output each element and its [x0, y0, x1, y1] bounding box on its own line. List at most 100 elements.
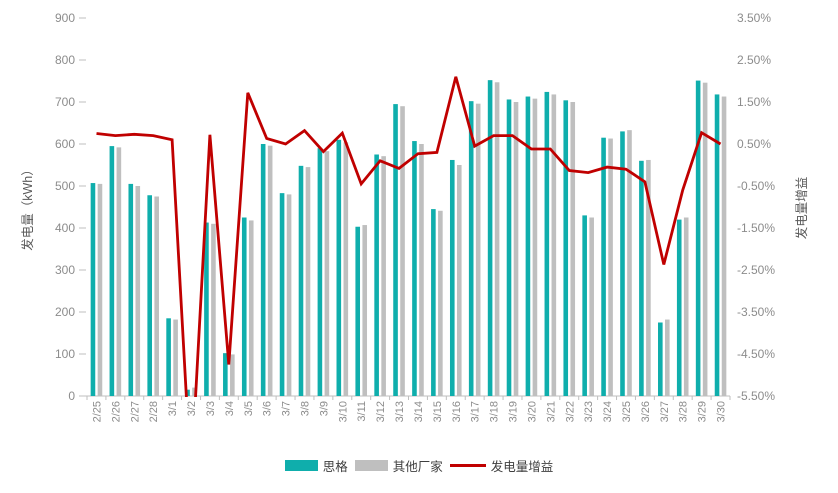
x-tick-label: 3/29 [697, 401, 709, 422]
x-tick-label: 3/21 [545, 401, 557, 422]
bar-sige [109, 146, 115, 396]
bar-sige [355, 226, 361, 396]
bar-others [475, 103, 481, 397]
y-left-tick-label: 100 [55, 347, 75, 361]
legend-item-sige[interactable]: 思格 [284, 456, 348, 475]
x-tick-label: 3/22 [564, 401, 576, 422]
bar-sige [279, 193, 285, 396]
legend-item-others[interactable]: 其他厂家 [354, 456, 443, 475]
bar-sige [639, 160, 644, 396]
bar-sige [695, 80, 701, 396]
y-left-tick-label: 800 [55, 53, 75, 67]
bar-sige [393, 104, 398, 396]
bar-sige [128, 183, 134, 396]
gain-line [96, 76, 722, 397]
bar-sige [431, 209, 436, 396]
bar-sige [506, 99, 512, 396]
bar-series-others [97, 82, 727, 397]
x-tick-label: 3/1 [167, 401, 179, 416]
bar-sige [620, 131, 625, 396]
y-right-tick-label: 0.50% [737, 137, 771, 151]
x-tick-label: 3/4 [224, 401, 236, 416]
x-tick-label: 3/17 [470, 401, 482, 422]
x-tick-label: 3/15 [432, 401, 444, 422]
bar-others [627, 130, 632, 396]
y-left-tick-label: 300 [55, 263, 75, 277]
bar-sige [601, 137, 606, 396]
x-tick-label: 3/24 [602, 401, 614, 422]
y-right-tick-label: 3.50% [737, 11, 771, 25]
y-right-tick-label: -0.50% [737, 179, 775, 193]
x-tick-label: 3/19 [508, 401, 520, 422]
y-axis-left-title: 发电量（kWh） [20, 163, 35, 251]
x-tick-label: 3/20 [526, 401, 538, 422]
y-right-tick-label: -5.50% [737, 389, 775, 403]
bar-sige [204, 222, 209, 396]
x-tick-label: 3/23 [583, 401, 595, 422]
bar-others [551, 94, 557, 396]
x-tick-label: 2/27 [129, 401, 141, 422]
bar-sige [449, 159, 455, 396]
legend-swatch-others [354, 460, 388, 471]
legend-swatch-gain-line [449, 464, 486, 467]
y-axis-left-tick-labels: 0 100 200 300 400 500 600 700 800 900 [55, 11, 75, 403]
bar-sige [525, 96, 531, 396]
x-tick-label: 3/14 [413, 401, 425, 422]
bar-sige [658, 322, 663, 396]
bar-others [570, 102, 576, 396]
bar-others [608, 138, 613, 397]
x-tick-label: 3/30 [716, 401, 728, 422]
bar-others [305, 167, 311, 396]
x-tick-label: 3/13 [394, 401, 406, 422]
bar-others [665, 319, 670, 396]
bar-others [438, 210, 443, 396]
bar-sige [90, 183, 96, 396]
bar-sige [223, 353, 228, 396]
y-left-tick-label: 0 [68, 389, 75, 403]
y-right-tick-label: 2.50% [737, 53, 771, 67]
x-tick-label: 3/2 [186, 401, 198, 416]
bar-others [286, 194, 292, 396]
bar-others [135, 186, 141, 396]
x-tick-label: 3/9 [318, 401, 330, 416]
x-tick-label: 2/28 [148, 401, 160, 422]
bar-sige [166, 318, 171, 396]
x-tick-label: 3/5 [243, 401, 255, 416]
y-right-tick-label: -4.50% [737, 347, 775, 361]
x-axis-tick-labels: 2/25 2/26 2/27 2/28 3/1 3/2 3/3 3/4 3/5 3/6 3/7 3/8… [91, 401, 727, 422]
x-tick-label: 3/27 [659, 401, 671, 422]
bar-others [116, 147, 122, 396]
bar-others [248, 220, 254, 396]
bar-others [324, 151, 330, 396]
y-left-tick-label: 500 [55, 179, 75, 193]
y-left-tick-label: 700 [55, 95, 75, 109]
x-tick-label: 3/18 [489, 401, 501, 422]
y-right-tick-label: -1.50% [737, 221, 775, 235]
x-tick-label: 3/11 [356, 401, 368, 422]
bar-others [646, 159, 651, 396]
bar-sige [298, 165, 304, 396]
y-axis-right-title: 发电量增益 [794, 177, 809, 240]
bar-sige [241, 217, 247, 396]
bar-others [362, 225, 368, 396]
y-right-tick-label: -2.50% [737, 263, 775, 277]
y-left-tick-label: 200 [55, 305, 75, 319]
bar-others [173, 319, 178, 396]
bar-sige [544, 91, 550, 397]
bar-others [419, 144, 424, 396]
legend-swatch-sige [284, 460, 318, 471]
legend-item-gain[interactable]: 发电量增益 [449, 456, 553, 475]
x-tick-label: 2/25 [91, 401, 103, 422]
bar-others [494, 82, 500, 396]
bar-sige [374, 154, 379, 396]
chart-legend: 思格 其他厂家 发电量增益 [0, 456, 838, 475]
x-tick-label: 3/28 [678, 401, 690, 422]
bar-sige [260, 144, 266, 396]
bar-others [400, 106, 405, 396]
bar-others [721, 96, 727, 396]
y-right-tick-label: -3.50% [737, 305, 775, 319]
bar-sige [468, 101, 474, 396]
y-right-tick-label: 1.50% [737, 95, 771, 109]
